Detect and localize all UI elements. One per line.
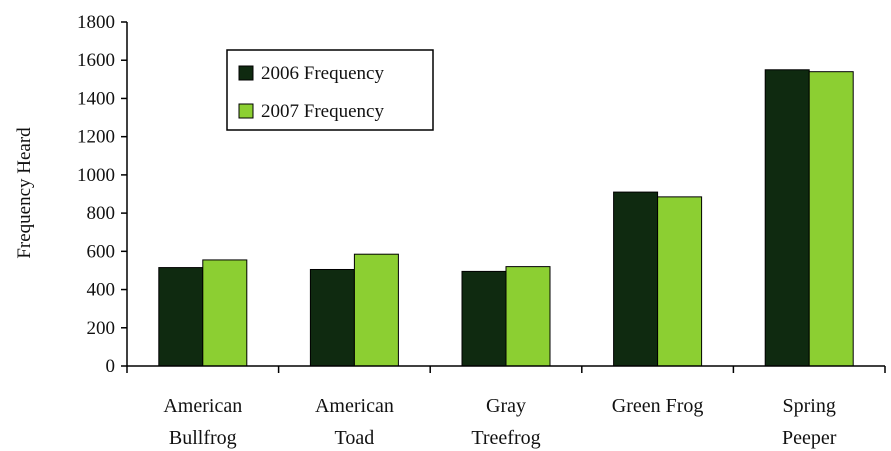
x-category-label-4: Green Frog [612,395,704,417]
legend: 2006 Frequency 2007 Frequency [226,49,434,131]
x-category-label-5: Spring Peeper [782,395,837,449]
y-tick-label-800: 800 [87,203,116,224]
bars-group [158,69,854,367]
bar-2-2 [353,253,399,367]
y-tick-label-400: 400 [87,280,116,301]
y-tick-label-0: 0 [106,356,116,377]
y-tick-label-1800: 1800 [77,12,115,33]
y-tick-label-1400: 1400 [77,88,115,109]
x-category-label-3-line-2: Treefrog [471,427,540,449]
x-category-label-3-line-1: Gray [486,395,526,417]
x-category-label-2-line-2: Toad [335,427,375,449]
legend-swatch-2 [238,103,254,119]
legend-label-1: 2006 Frequency [261,63,384,84]
x-category-label-2-line-1: American [315,395,394,417]
y-axis-label: Frequency Heard [14,127,35,259]
y-tick-label-1200: 1200 [77,127,115,148]
x-category-label-3: Gray Treefrog [471,395,540,449]
y-tick-label-600: 600 [87,241,116,262]
legend-label-2: 2007 Frequency [261,101,384,122]
x-category-label-1-line-1: American [163,395,242,417]
bar-2-1 [202,259,248,367]
x-category-label-1: American Bullfrog [163,395,242,449]
y-tick-label-200: 200 [87,318,116,339]
bar-1-2 [309,268,355,367]
bar-1-1 [158,267,204,367]
bar-1-5 [764,69,810,367]
x-category-label-5-line-1: Spring [783,395,836,417]
bar-2-4 [657,196,703,367]
x-category-label-2: American Toad [315,395,394,449]
bar-1-4 [613,191,659,367]
x-category-label-4-line-1: Green Frog [612,395,704,417]
bar-1-3 [461,270,507,367]
legend-swatch-1 [238,65,254,81]
axes-group: 0 200 400 600 800 1000 1200 1400 1600 1800 America… [77,12,886,449]
legend-box [226,49,434,131]
x-category-label-5-line-2: Peeper [782,427,837,449]
bar-2-5 [808,71,854,367]
bar-2-3 [505,266,551,367]
x-category-label-1-line-2: Bullfrog [169,427,237,449]
y-tick-label-1600: 1600 [77,50,115,71]
y-tick-label-1000: 1000 [77,165,115,186]
